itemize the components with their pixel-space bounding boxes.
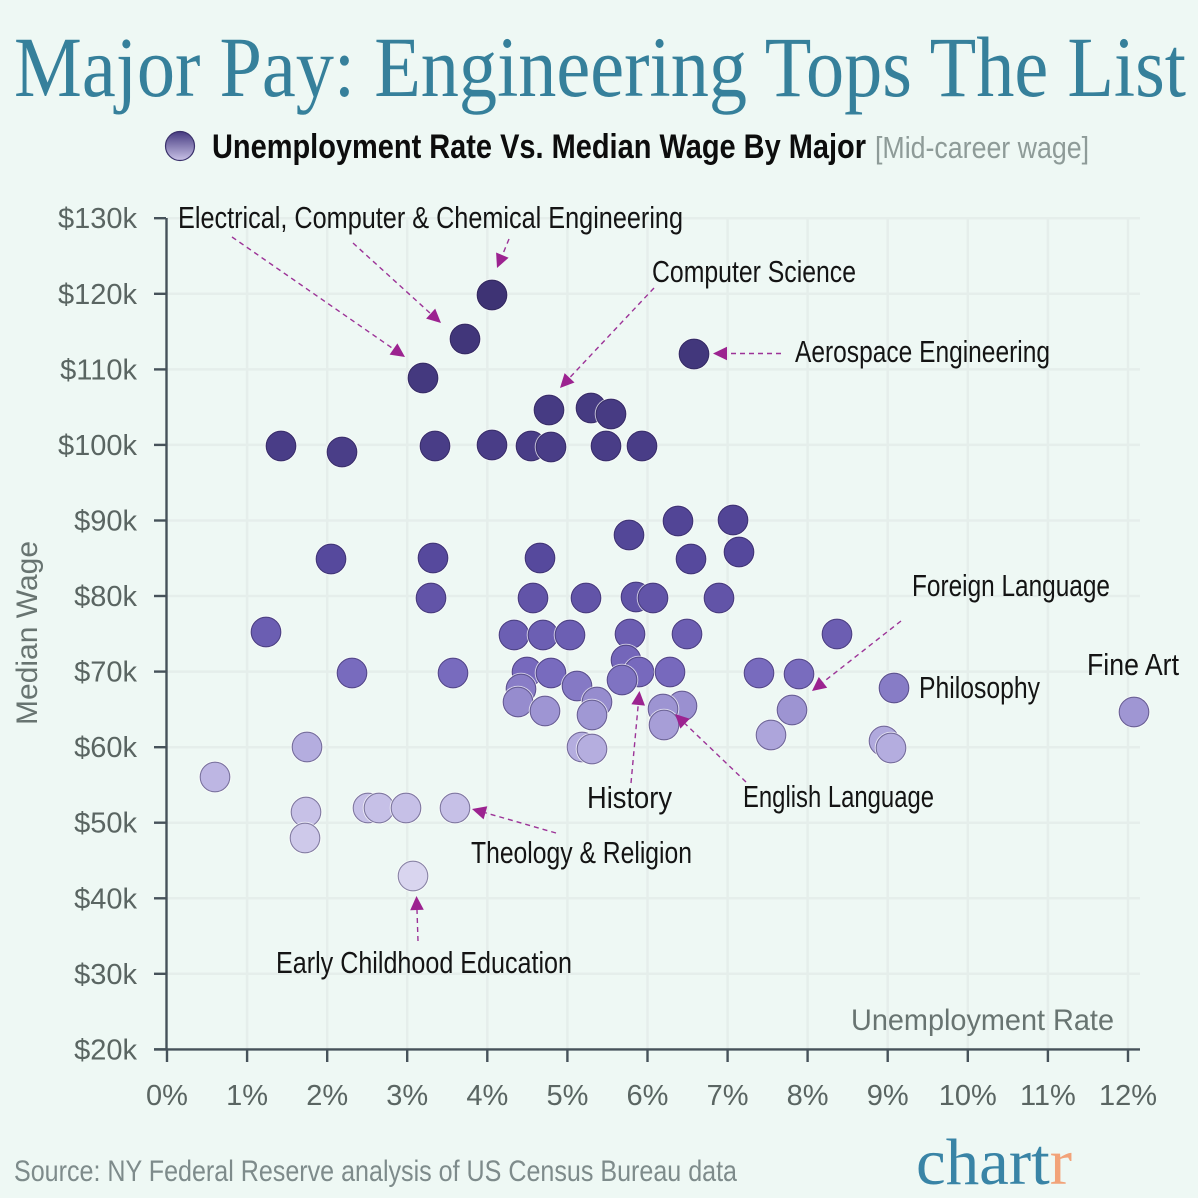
svg-text:7%: 7% — [707, 1080, 749, 1112]
svg-text:$100k: $100k — [58, 430, 138, 462]
svg-text:$110k: $110k — [60, 354, 137, 386]
svg-text:11%: 11% — [1020, 1080, 1076, 1112]
svg-text:$80k: $80k — [74, 581, 137, 613]
svg-text:$40k: $40k — [74, 883, 137, 915]
svg-text:$30k: $30k — [74, 959, 137, 991]
svg-text:$120k: $120k — [58, 279, 138, 311]
svg-text:$20k: $20k — [74, 1034, 137, 1066]
svg-text:chartr: chartr — [916, 1126, 1072, 1198]
svg-text:0%: 0% — [146, 1080, 188, 1112]
svg-text:$60k: $60k — [74, 732, 137, 764]
svg-text:Philosophy: Philosophy — [919, 670, 1040, 705]
svg-text:2%: 2% — [306, 1080, 348, 1112]
svg-text:History: History — [587, 780, 672, 815]
svg-text:Early Childhood Education: Early Childhood Education — [276, 945, 572, 980]
svg-text:$70k: $70k — [74, 657, 137, 689]
svg-text:Unemployment Rate: Unemployment Rate — [851, 1004, 1114, 1037]
svg-text:Unemployment Rate Vs. Median W: Unemployment Rate Vs. Median Wage By Maj… — [212, 128, 866, 166]
svg-text:Electrical, Computer & Chemica: Electrical, Computer & Chemical Engineer… — [178, 200, 683, 235]
svg-text:6%: 6% — [627, 1080, 669, 1112]
svg-text:9%: 9% — [867, 1080, 909, 1112]
svg-text:3%: 3% — [386, 1080, 428, 1112]
svg-text:Theology & Religion: Theology & Religion — [471, 835, 692, 870]
svg-text:Fine Art: Fine Art — [1087, 647, 1179, 682]
svg-text:10%: 10% — [939, 1080, 997, 1112]
svg-text:Foreign Language: Foreign Language — [912, 568, 1110, 603]
svg-text:$50k: $50k — [74, 808, 137, 840]
svg-text:1%: 1% — [226, 1080, 268, 1112]
svg-text:Median Wage: Median Wage — [11, 541, 44, 725]
svg-text:4%: 4% — [466, 1080, 508, 1112]
svg-text:$130k: $130k — [58, 203, 138, 235]
svg-text:Major Pay: Engineering Tops Th: Major Pay: Engineering Tops The List — [14, 19, 1186, 115]
svg-text:8%: 8% — [787, 1080, 829, 1112]
svg-text:English Language: English Language — [743, 779, 934, 814]
svg-text:$90k: $90k — [74, 506, 137, 538]
svg-text:12%: 12% — [1099, 1080, 1157, 1112]
svg-text:Source: NY Federal Reserve ana: Source: NY Federal Reserve analysis of U… — [14, 1155, 737, 1188]
svg-text:Computer Science: Computer Science — [652, 254, 856, 289]
svg-text:5%: 5% — [546, 1080, 588, 1112]
svg-text:Aerospace Engineering: Aerospace Engineering — [795, 334, 1050, 369]
svg-text:[Mid-career wage]: [Mid-career wage] — [875, 130, 1089, 165]
